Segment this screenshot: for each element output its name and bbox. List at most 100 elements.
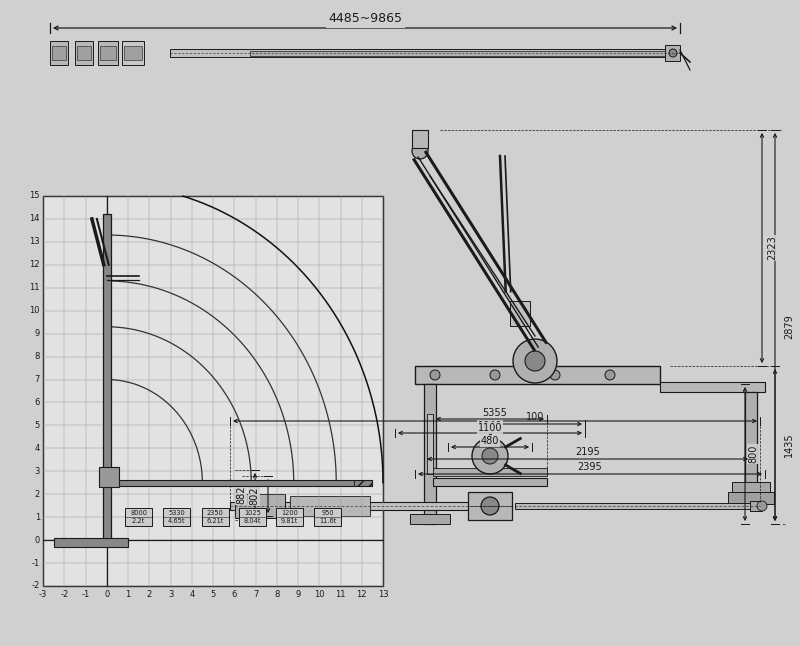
Text: 9: 9 — [34, 329, 40, 338]
Text: 11.6t: 11.6t — [319, 518, 336, 524]
Text: 4485~9865: 4485~9865 — [328, 12, 402, 25]
Text: 882: 882 — [236, 486, 246, 505]
Text: 0: 0 — [34, 536, 40, 545]
Circle shape — [481, 497, 499, 515]
Text: 12: 12 — [357, 590, 367, 599]
Circle shape — [757, 501, 767, 511]
Bar — [124, 46, 142, 60]
Text: -1: -1 — [82, 590, 90, 599]
Bar — [433, 478, 547, 486]
Text: 1: 1 — [34, 513, 40, 522]
Text: 1025: 1025 — [244, 510, 261, 516]
Text: 6: 6 — [231, 590, 237, 599]
Bar — [314, 508, 342, 526]
Text: 3: 3 — [34, 467, 40, 476]
Bar — [427, 414, 433, 474]
Bar — [235, 494, 285, 518]
Bar — [43, 196, 383, 586]
Bar — [415, 366, 660, 384]
Circle shape — [430, 370, 440, 380]
Text: 2195: 2195 — [575, 447, 600, 457]
Text: 1040: 1040 — [478, 421, 502, 431]
Text: 2323: 2323 — [767, 236, 777, 260]
Text: 1100: 1100 — [478, 423, 502, 433]
Text: 2: 2 — [146, 590, 152, 599]
Circle shape — [412, 143, 428, 159]
Text: 1: 1 — [126, 590, 130, 599]
Bar — [290, 496, 370, 516]
Bar — [75, 41, 93, 65]
Bar — [276, 508, 303, 526]
Text: 11: 11 — [30, 283, 40, 292]
Bar — [660, 382, 765, 392]
Circle shape — [490, 370, 500, 380]
Bar — [98, 466, 118, 487]
Text: 5355: 5355 — [482, 408, 507, 418]
Text: 4: 4 — [34, 444, 40, 453]
Bar — [745, 392, 757, 492]
Bar — [665, 45, 680, 61]
Bar — [106, 480, 372, 486]
Text: 480: 480 — [481, 436, 499, 446]
Text: 5: 5 — [34, 421, 40, 430]
Text: 9: 9 — [295, 590, 301, 599]
Circle shape — [669, 49, 677, 57]
Bar — [100, 46, 116, 60]
Bar — [732, 482, 770, 492]
Text: 1435: 1435 — [784, 433, 794, 457]
Text: 800: 800 — [748, 445, 758, 463]
Circle shape — [472, 438, 508, 474]
Bar — [50, 41, 68, 65]
Text: 1200: 1200 — [281, 510, 298, 516]
Text: 2350: 2350 — [206, 510, 223, 516]
Text: 5330: 5330 — [169, 510, 186, 516]
Bar — [202, 508, 229, 526]
Text: 10: 10 — [30, 306, 40, 315]
Text: 950: 950 — [322, 510, 334, 516]
Bar — [515, 503, 760, 509]
Text: -2: -2 — [32, 581, 40, 590]
Bar — [239, 508, 266, 526]
Text: 6.21t: 6.21t — [206, 518, 224, 524]
Text: -2: -2 — [60, 590, 68, 599]
Text: 12: 12 — [30, 260, 40, 269]
Text: 9.81t: 9.81t — [281, 518, 298, 524]
Bar — [122, 41, 144, 65]
Text: 0: 0 — [104, 590, 110, 599]
Text: 3: 3 — [168, 590, 173, 599]
Text: 4: 4 — [189, 590, 194, 599]
Text: 13: 13 — [378, 590, 388, 599]
Bar — [468, 492, 512, 520]
Circle shape — [550, 370, 560, 380]
Bar — [170, 49, 680, 57]
Bar — [250, 50, 680, 56]
Text: 8000: 8000 — [130, 510, 147, 516]
Text: 14: 14 — [30, 214, 40, 224]
Text: 2879: 2879 — [784, 315, 794, 339]
Circle shape — [605, 370, 615, 380]
Circle shape — [513, 339, 557, 383]
Bar — [354, 480, 372, 486]
Bar — [230, 502, 470, 510]
Text: 2395: 2395 — [578, 462, 602, 472]
Text: 11: 11 — [335, 590, 346, 599]
Bar — [728, 492, 774, 504]
Text: 15: 15 — [30, 191, 40, 200]
Bar — [102, 214, 110, 540]
Bar — [410, 514, 450, 524]
Bar — [433, 468, 547, 476]
Text: 8: 8 — [34, 352, 40, 361]
Bar — [424, 384, 436, 524]
Text: 100: 100 — [526, 412, 544, 422]
Bar — [412, 130, 428, 148]
Bar — [163, 508, 190, 526]
Bar — [52, 46, 66, 60]
Circle shape — [482, 448, 498, 464]
Text: 4.65t: 4.65t — [168, 518, 186, 524]
Text: 6: 6 — [34, 398, 40, 407]
Bar — [77, 46, 91, 60]
Text: 2.2t: 2.2t — [132, 518, 146, 524]
Text: 10: 10 — [314, 590, 325, 599]
Text: 7: 7 — [253, 590, 258, 599]
Bar — [750, 501, 762, 511]
